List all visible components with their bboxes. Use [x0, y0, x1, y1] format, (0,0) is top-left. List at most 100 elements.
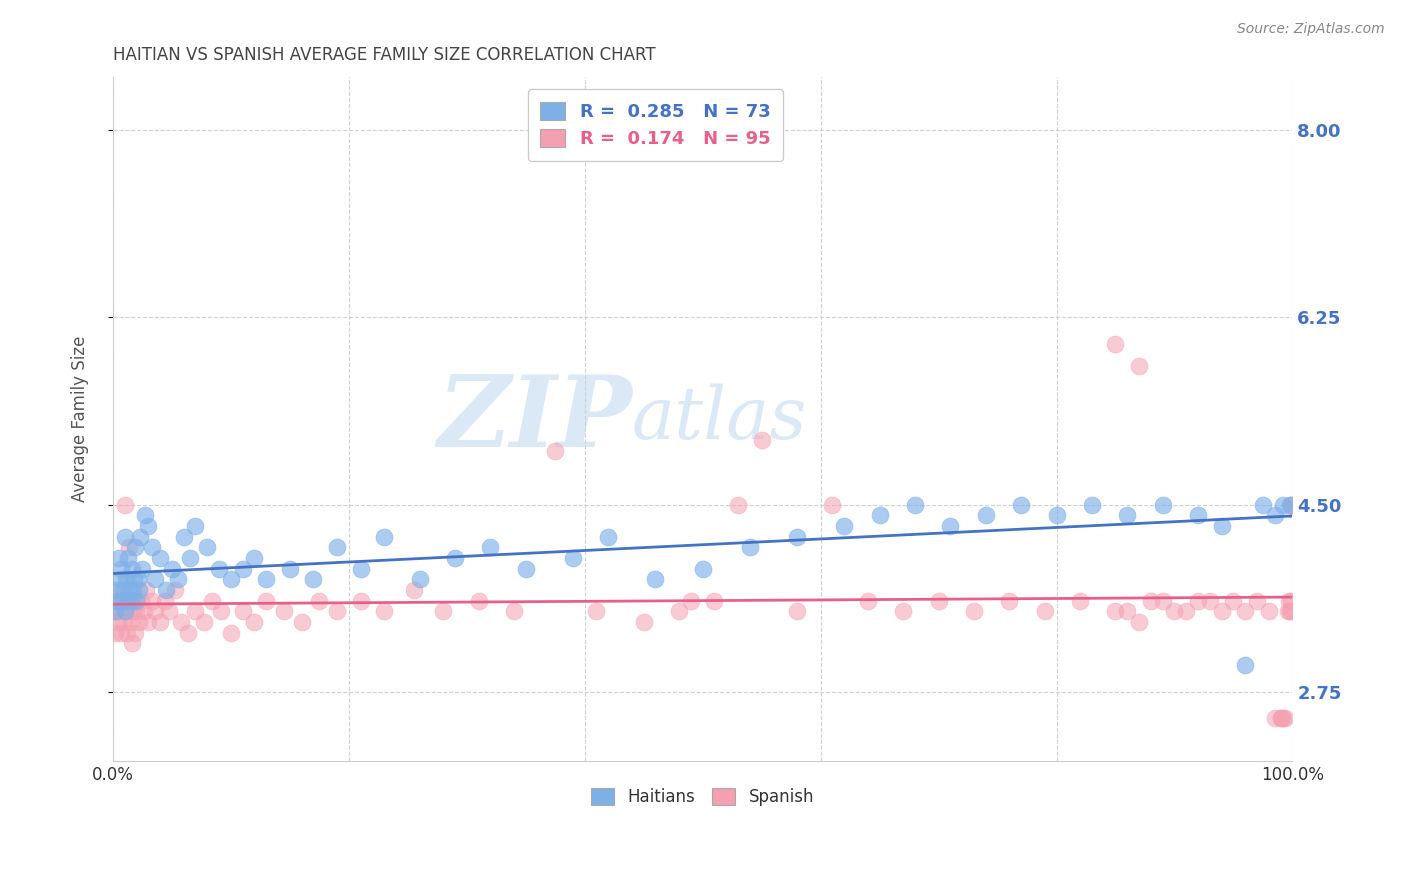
Point [1272, 711, 1295, 725]
Point [114, 604, 136, 618]
Point [290, 615, 312, 629]
Point [120, 615, 142, 629]
Point [1264, 508, 1286, 523]
Point [155, 582, 177, 597]
Point [1104, 604, 1126, 618]
Point [121, 636, 143, 650]
Point [1128, 615, 1150, 629]
Point [444, 551, 467, 566]
Point [141, 541, 163, 555]
Point [302, 572, 325, 586]
Point [117, 551, 139, 566]
Point [479, 541, 502, 555]
Point [598, 530, 620, 544]
Point [326, 604, 349, 618]
Point [585, 604, 607, 618]
Text: HAITIAN VS SPANISH AVERAGE FAMILY SIZE CORRELATION CHART: HAITIAN VS SPANISH AVERAGE FAMILY SIZE C… [112, 46, 655, 64]
Point [114, 604, 136, 618]
Point [1234, 657, 1257, 672]
Point [278, 561, 301, 575]
Point [107, 593, 129, 607]
Point [201, 593, 224, 607]
Point [373, 604, 395, 618]
Point [122, 572, 145, 586]
Point [928, 593, 950, 607]
Point [1211, 519, 1233, 533]
Point [1279, 498, 1302, 512]
Point [131, 561, 153, 575]
Point [1234, 604, 1257, 618]
Point [1270, 711, 1292, 725]
Point [503, 604, 526, 618]
Point [115, 593, 138, 607]
Point [143, 572, 166, 586]
Point [963, 604, 986, 618]
Point [561, 551, 583, 566]
Point [1010, 498, 1032, 512]
Point [727, 498, 749, 512]
Point [195, 541, 218, 555]
Point [134, 508, 156, 523]
Point [1264, 711, 1286, 725]
Point [243, 615, 266, 629]
Point [149, 615, 172, 629]
Point [118, 582, 141, 597]
Point [821, 498, 844, 512]
Point [112, 615, 135, 629]
Point [633, 615, 655, 629]
Point [173, 530, 195, 544]
Point [121, 561, 143, 575]
Point [120, 593, 142, 607]
Point [184, 519, 207, 533]
Point [108, 572, 131, 586]
Point [832, 519, 855, 533]
Point [122, 582, 145, 597]
Point [679, 593, 702, 607]
Point [1187, 593, 1209, 607]
Point [136, 519, 159, 533]
Point [243, 551, 266, 566]
Point [1257, 604, 1279, 618]
Point [114, 572, 136, 586]
Point [1116, 508, 1139, 523]
Point [111, 582, 134, 597]
Point [107, 593, 129, 607]
Point [111, 593, 134, 607]
Point [208, 561, 231, 575]
Point [1069, 593, 1091, 607]
Point [1277, 604, 1299, 618]
Point [132, 604, 155, 618]
Point [118, 541, 141, 555]
Point [114, 498, 136, 512]
Point [232, 561, 254, 575]
Text: Source: ZipAtlas.com: Source: ZipAtlas.com [1237, 22, 1385, 37]
Point [751, 434, 773, 448]
Point [122, 604, 145, 618]
Point [114, 530, 136, 544]
Point [1152, 593, 1174, 607]
Point [1222, 593, 1244, 607]
Point [1279, 604, 1302, 618]
Point [104, 604, 127, 618]
Point [179, 551, 201, 566]
Point [1278, 593, 1301, 607]
Point [326, 541, 349, 555]
Point [105, 604, 128, 618]
Point [232, 604, 254, 618]
Point [166, 572, 188, 586]
Point [165, 582, 187, 597]
Point [308, 593, 330, 607]
Point [1279, 498, 1302, 512]
Point [668, 604, 690, 618]
Point [703, 593, 725, 607]
Point [209, 604, 232, 618]
Point [1281, 498, 1303, 512]
Point [159, 604, 181, 618]
Point [1116, 604, 1139, 618]
Point [112, 582, 135, 597]
Point [1128, 359, 1150, 373]
Point [349, 593, 371, 607]
Point [869, 508, 891, 523]
Point [177, 625, 200, 640]
Point [110, 625, 132, 640]
